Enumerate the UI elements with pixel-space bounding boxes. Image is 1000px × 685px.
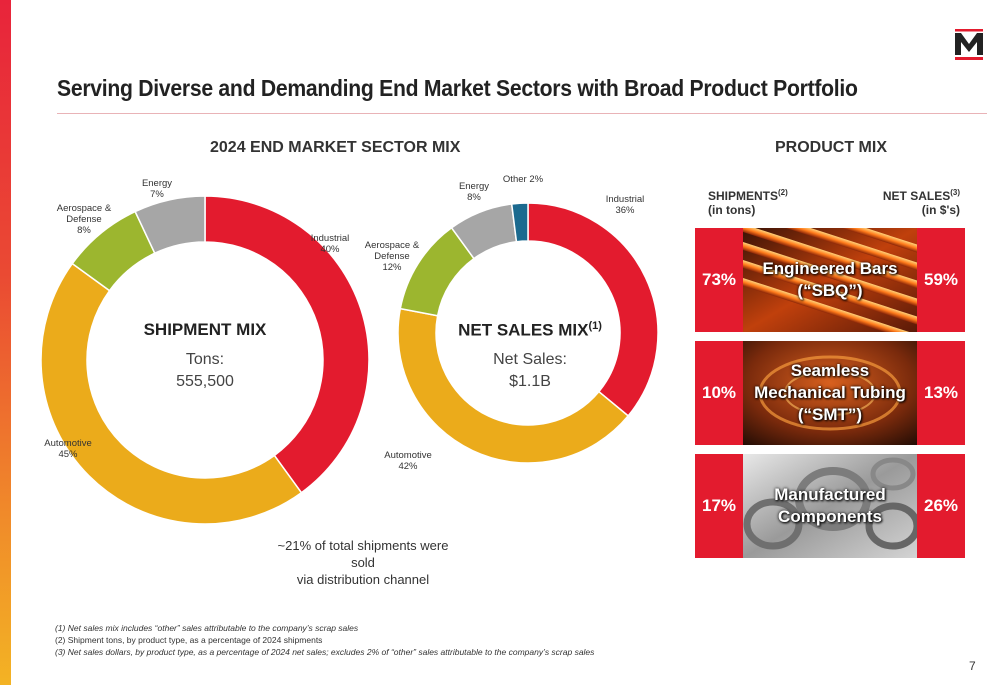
shipment-label-industrial: Industrial 40% (311, 233, 350, 255)
shipment-label-energy: Energy 7% (142, 178, 172, 200)
footnote-2: (2) Shipment tons, by product type, as a… (55, 635, 323, 645)
components-shipments-pct: 17% (695, 454, 743, 558)
smt-label: Seamless Mechanical Tubing (“SMT”) (754, 361, 906, 424)
components-net-sales-pct: 26% (917, 454, 965, 558)
shipment-slice-industrial (204, 195, 370, 494)
shipment-mix-title: SHIPMENT MIX (143, 320, 267, 339)
footnote-3: (3) Net sales dollars, by product type, … (55, 647, 595, 657)
page-number: 7 (969, 659, 976, 673)
shipment-label-automotive: Automotive 45% (44, 438, 92, 460)
smt-shipments-pct: 10% (695, 341, 743, 445)
company-logo (955, 29, 983, 60)
product-tile-components: 17% Manufactured Components 26% (695, 454, 965, 558)
net-sales-label-industrial: Industrial 36% (606, 194, 645, 216)
tubing-image (743, 341, 917, 445)
net-sales-slice-other (510, 202, 529, 243)
net-sales-label-aerospace: Aerospace & Defense 12% (365, 240, 420, 273)
product-tile-engineered-bars: 73% Engineered Bars (“SBQ”) 59% (695, 228, 965, 332)
left-accent-bar (0, 0, 11, 685)
sbq-label: Engineered Bars (“SBQ”) (762, 259, 898, 300)
hot-steel-bars-image (743, 228, 917, 332)
sector-mix-heading: 2024 END MARKET SECTOR MIX (210, 139, 461, 156)
product-mix-heading: PRODUCT MIX (775, 139, 887, 156)
net-sales-slice-automotive (397, 307, 630, 464)
components-label: Manufactured Components (774, 485, 886, 526)
sbq-shipments-pct: 73% (695, 228, 743, 332)
footnote-1: (1) Net sales mix includes “other” sales… (55, 623, 359, 633)
shipment-slice-energy (134, 195, 206, 255)
product-tile-smt: 10% Seamless Mechanical Tubing (“SMT”) 13% (695, 341, 965, 445)
shipment-slice-automotive (40, 262, 303, 525)
title-divider (57, 113, 987, 114)
shipment-mix-subtitle: Tons: 555,500 (176, 351, 234, 390)
shipments-column-head: SHIPMENTS(2) (in tons) (708, 188, 788, 217)
net-sales-label-other: Other 2% (503, 174, 544, 185)
bearing-rings-image (743, 454, 917, 558)
net-sales-column-head: NET SALES(3) (in $'s) (882, 188, 960, 217)
net-sales-label-automotive: Automotive 42% (384, 450, 432, 472)
sbq-net-sales-pct: 59% (917, 228, 965, 332)
page-title: Serving Diverse and Demanding End Market… (57, 75, 858, 101)
distribution-note: ~21% of total shipments were sold via dis… (277, 538, 449, 587)
smt-net-sales-pct: 13% (917, 341, 965, 445)
net-sales-mix-subtitle: Net Sales: $1.1B (493, 351, 567, 390)
net-sales-mix-title: NET SALES MIX(1) (458, 320, 602, 340)
sector-mix-donut-charts: Industrial 40% Automotive 45% Aerospace & Def… (40, 174, 659, 525)
net-sales-label-energy: Energy 8% (459, 181, 489, 203)
shipment-label-aerospace: Aerospace & Defense 8% (57, 203, 112, 236)
